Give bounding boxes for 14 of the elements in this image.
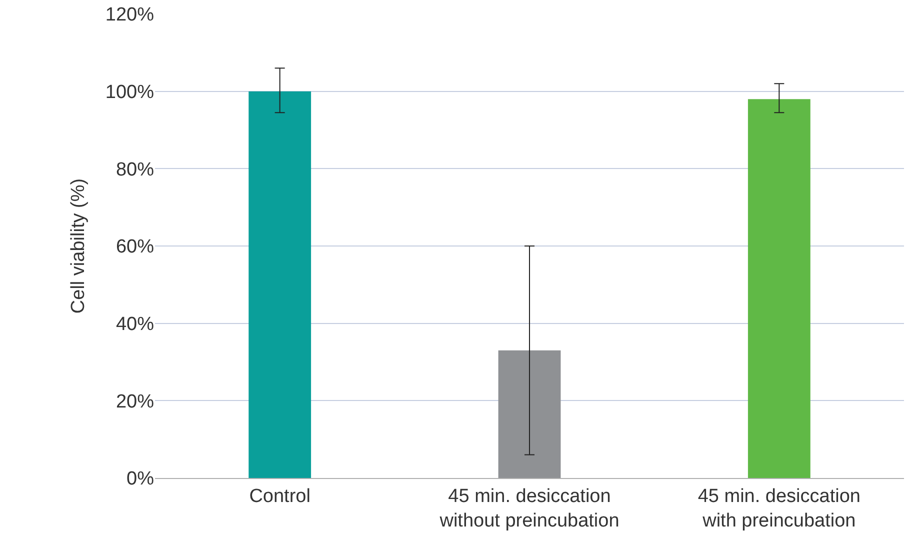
y-tick-label: 100% (105, 82, 154, 103)
y-tick-label: 20% (116, 391, 154, 412)
y-tick-label: 80% (116, 159, 154, 180)
x-tick-label: 45 min. desiccation with preincubation (698, 486, 860, 532)
y-tick-label: 60% (116, 236, 154, 258)
y-tick-label: 0% (126, 468, 154, 490)
bar (498, 350, 561, 478)
y-tick-label: 40% (116, 314, 154, 335)
x-tick-label: Control (249, 486, 310, 507)
y-tick-label: 120% (105, 4, 154, 26)
bar (748, 99, 810, 478)
y-axis-title: Cell viability (%) (68, 178, 90, 314)
x-tick-label: 45 min. desiccation without preincubation (438, 486, 620, 532)
bar (248, 91, 312, 478)
